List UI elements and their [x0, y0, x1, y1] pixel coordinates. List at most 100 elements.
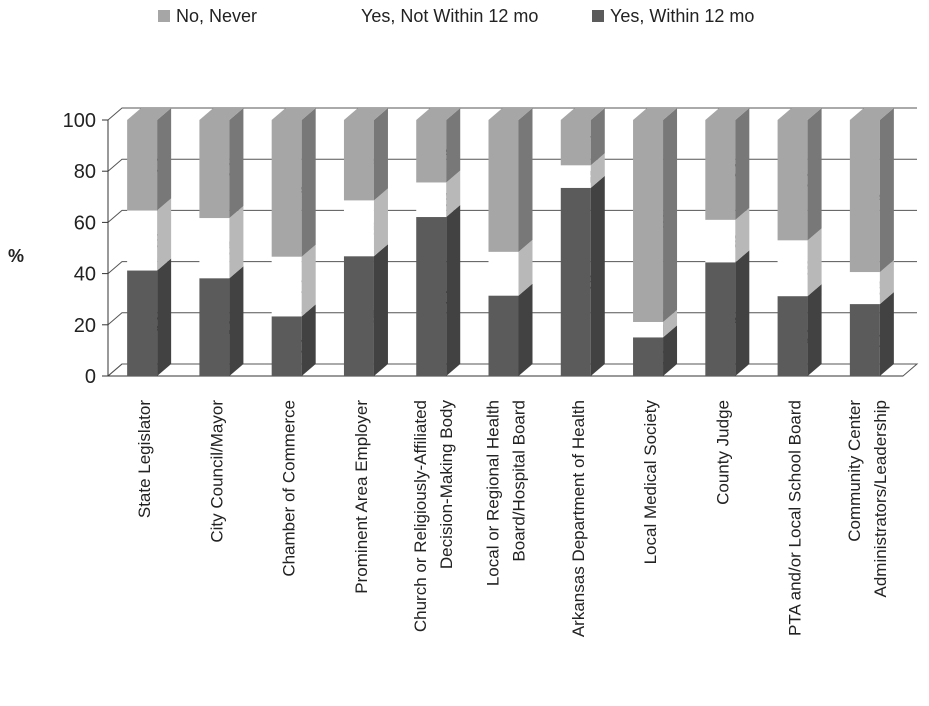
bar-front	[633, 120, 664, 322]
bar-front	[560, 120, 591, 166]
bar-side	[373, 244, 388, 376]
bar-side	[807, 228, 822, 297]
category-label: Community Center Administrators/Leadershi…	[845, 400, 890, 598]
bar-front	[343, 120, 374, 201]
bar-side	[807, 108, 822, 241]
bar-side	[373, 188, 388, 257]
bar-front	[633, 321, 664, 338]
bar-segment	[199, 206, 244, 279]
bar-front	[849, 120, 880, 273]
bar-top	[199, 108, 244, 120]
legend-item: No, Never	[158, 6, 257, 26]
bar-side	[735, 108, 750, 220]
bar-front	[127, 270, 158, 376]
bar-front	[416, 182, 447, 218]
bar-front	[488, 251, 519, 296]
legend-swatch	[158, 10, 170, 22]
category-label-line: Chamber of Commerce	[280, 400, 299, 577]
bar-segment	[633, 325, 678, 376]
bar-front	[560, 165, 591, 188]
category-label-line: State Legislator	[135, 400, 154, 518]
bar-segment	[777, 284, 822, 376]
category-label: Local Medical Society	[641, 400, 660, 565]
bar-top	[488, 108, 533, 120]
legend-label: Yes, Not Within 12 mo	[361, 6, 538, 26]
bar-segment	[488, 283, 533, 376]
legend-label: Yes, Within 12 mo	[610, 6, 754, 26]
bar-segment	[127, 198, 172, 271]
bar-front	[705, 120, 736, 220]
bar-side	[735, 207, 750, 263]
bar-segment	[343, 244, 388, 376]
bar-top	[271, 108, 316, 120]
bar-front	[271, 120, 302, 257]
bar-segment	[343, 108, 388, 201]
bar-side	[663, 309, 678, 338]
bar-front	[343, 200, 374, 257]
bar-front	[705, 219, 736, 263]
bar-segment	[199, 266, 244, 376]
bar-side	[590, 108, 605, 166]
bar-front	[560, 187, 591, 376]
bar-side	[518, 239, 533, 296]
bar-front	[705, 262, 736, 376]
bar-front	[849, 304, 880, 376]
category-label: City Council/Mayor	[207, 400, 226, 543]
bar-side	[446, 108, 461, 183]
bar-front	[343, 256, 374, 376]
bar-front	[849, 272, 880, 305]
bar-side	[301, 108, 316, 257]
bar-segment	[271, 244, 316, 317]
bar-segment	[560, 153, 605, 188]
category-label: Local or Regional Health Board/Hospital B…	[484, 400, 529, 586]
bar-top	[849, 108, 894, 120]
legend-swatch	[592, 10, 604, 22]
category-label: PTA and/or Local School Board	[786, 400, 805, 636]
bar-top	[560, 108, 605, 120]
category-label-line: City Council/Mayor	[207, 400, 226, 543]
bar-side	[301, 304, 316, 376]
bar-segment	[705, 250, 750, 376]
bar-front	[777, 240, 808, 297]
bar-segment	[416, 205, 461, 376]
bar-side	[229, 206, 244, 279]
bar-side	[879, 260, 894, 305]
category-label: County Judge	[713, 400, 732, 505]
category-label-line: County Judge	[713, 400, 732, 505]
bar-segment	[343, 188, 388, 257]
bar-front	[127, 120, 158, 211]
bar-front	[271, 316, 302, 376]
bar-segment	[777, 108, 822, 241]
bar-side	[157, 108, 172, 211]
bar-side	[879, 292, 894, 376]
bar-top	[127, 108, 172, 120]
bar-side	[663, 325, 678, 376]
bar-side	[590, 153, 605, 188]
bar-side	[229, 266, 244, 376]
bar-side	[518, 108, 533, 252]
category-label-line: Arkansas Department of Health	[569, 400, 588, 637]
bar-front	[416, 217, 447, 376]
bar-side	[807, 284, 822, 376]
y-tick-label: 60	[74, 212, 96, 234]
bar-side	[373, 108, 388, 201]
category-label-line: Administrators/Leadership	[871, 400, 890, 597]
bar-side	[157, 258, 172, 376]
category-label: Church or Religiously-Affiliated Decision…	[411, 400, 456, 633]
bar-segment	[488, 108, 533, 252]
bar-segment	[416, 170, 461, 218]
bar-side	[590, 175, 605, 376]
y-tick-label: 20	[74, 315, 96, 337]
bar-front	[199, 218, 230, 279]
bar-segment	[633, 108, 678, 322]
category-label-line: Local Medical Society	[641, 400, 660, 565]
legend: No, Never Yes, Not Within 12 mo Yes, Withi…	[158, 6, 754, 26]
bar-segment	[560, 175, 605, 376]
bar-segment	[416, 108, 461, 183]
y-tick-label: 100	[63, 110, 96, 132]
category-label: State Legislator	[135, 400, 154, 518]
bar-segment	[633, 309, 678, 338]
category-label-line: Church or Religiously-Affiliated	[411, 400, 430, 632]
bar-side	[446, 205, 461, 376]
